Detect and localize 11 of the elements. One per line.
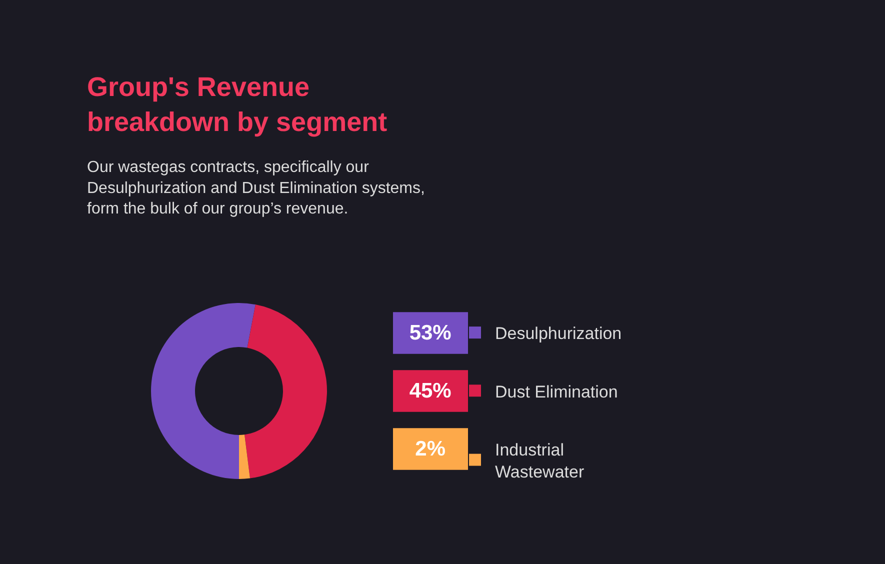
- chart-title: Group's Revenue breakdown by segment: [87, 72, 388, 138]
- legend-label: Dust Elimination: [495, 382, 618, 402]
- data-label: 45%: [409, 380, 452, 402]
- donut-slice: [151, 303, 256, 479]
- donut-slice: [239, 434, 250, 479]
- data-label: 2%: [415, 438, 446, 460]
- legend-label: Industrial Wastewater: [495, 440, 584, 482]
- data-label: 53%: [409, 322, 452, 344]
- donut-slice: [244, 304, 327, 478]
- chart-subtitle: Our wastegas contracts, specifically our Desulphurization and Dust Elimination systems, form the bulk of our group’s revenue.: [87, 159, 425, 218]
- legend-label: Desulphurization: [495, 324, 622, 344]
